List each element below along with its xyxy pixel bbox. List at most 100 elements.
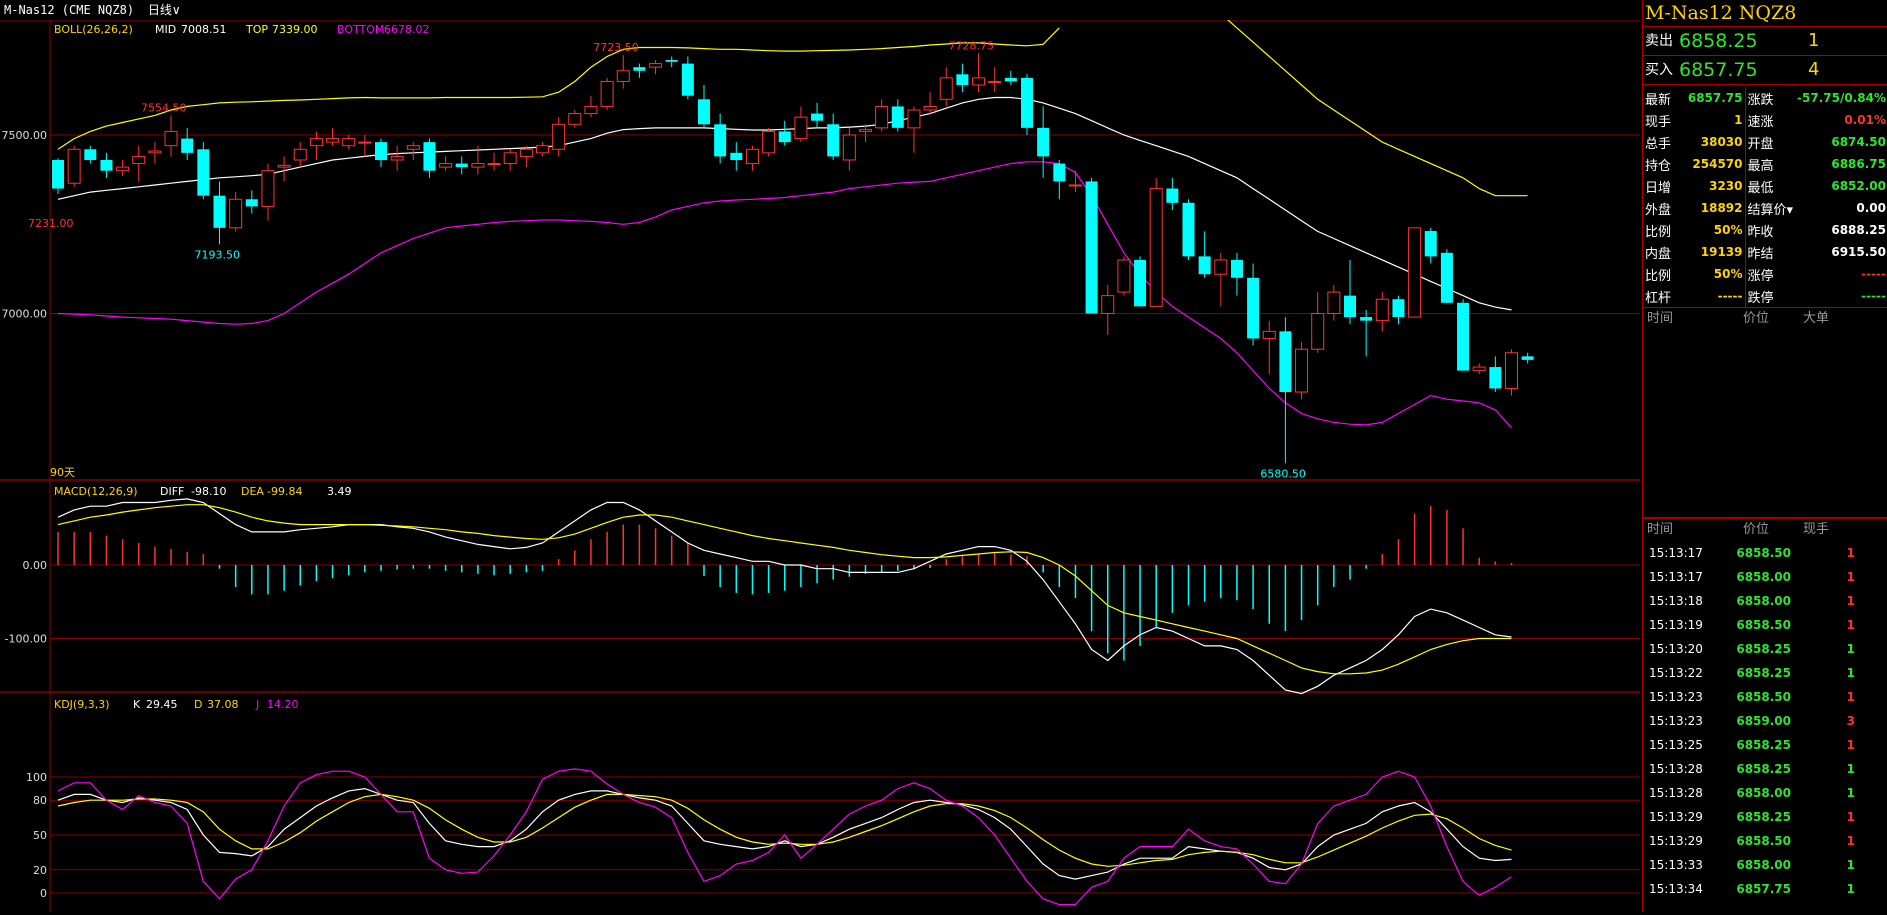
- candle-body: [245, 199, 258, 207]
- quote-value: 0.00: [1856, 201, 1886, 215]
- boll-top-line-tail: [1199, 0, 1528, 197]
- candle-body: [859, 129, 872, 132]
- tick-volume: 1: [1846, 570, 1855, 584]
- candle-body: [116, 166, 130, 172]
- candle-body: [164, 130, 178, 147]
- candle-body: [714, 124, 727, 157]
- tick-list[interactable]: 时间 价位 现手 15:13:17 6858.50 1 15:13:17 6858.00…: [1643, 518, 1887, 901]
- candle-body: [1457, 302, 1470, 371]
- candle-body: [1505, 352, 1518, 389]
- quote-row: 比例 50% 昨收 6888.25: [1643, 219, 1887, 241]
- quote-label: 速涨: [1747, 114, 1774, 130]
- kdj-j-label: J: [255, 698, 259, 711]
- tick-row[interactable]: 15:13:28 6858.00 1: [1643, 781, 1887, 805]
- kdj-k-line: [57, 787, 1512, 880]
- tick-row[interactable]: 15:13:28 6858.25 1: [1643, 757, 1887, 781]
- tick-price: 6858.00: [1736, 858, 1791, 872]
- quote-label: 杠杆: [1645, 290, 1672, 306]
- tick-row[interactable]: 15:13:20 6858.25 1: [1643, 637, 1887, 661]
- candle-body: [649, 63, 663, 68]
- quote-label: 比例: [1645, 268, 1672, 284]
- boll-top-value: 7339.00: [272, 23, 318, 36]
- tick-volume: 1: [1846, 690, 1855, 704]
- quote-value: 6886.75: [1831, 157, 1886, 171]
- quote-label: 现手: [1645, 114, 1672, 130]
- symbol-title: M-Nas12 (CME NQZ8): [4, 3, 135, 17]
- quote-row: 现手 1 速涨 0.01%: [1643, 109, 1887, 131]
- candle-body: [455, 163, 468, 168]
- candle-body: [907, 109, 921, 129]
- tick-row[interactable]: 15:13:33 6858.00 1: [1643, 853, 1887, 877]
- chart-area[interactable]: 7500.00 7000.00 0.00 -100.00 100 80 50 20 0 7554…: [0, 0, 1642, 912]
- boll-mid-value: 7008.51: [181, 23, 227, 36]
- candle-body: [229, 198, 243, 229]
- tick-row[interactable]: 15:13:17 6858.50 1: [1643, 541, 1887, 565]
- quote-separator: [1744, 263, 1746, 285]
- tick-volume-header: 现手: [1803, 522, 1830, 537]
- candle-body: [1521, 356, 1534, 360]
- candle-body: [1068, 184, 1082, 187]
- tick-time: 15:13:29: [1649, 810, 1703, 824]
- candle-body: [277, 164, 291, 168]
- candle-body: [148, 150, 162, 154]
- tick-row[interactable]: 15:13:25 6858.25 1: [1643, 733, 1887, 757]
- ask-row[interactable]: 卖出 6858.25 1: [1643, 27, 1887, 56]
- boll-top-label: TOP: [245, 23, 268, 36]
- tick-time: 15:13:34: [1649, 882, 1703, 896]
- high-price-label: 7723.50: [593, 41, 639, 54]
- high-price-label: 7554.50: [141, 102, 187, 115]
- period-selector[interactable]: 日线∨: [148, 3, 181, 17]
- bid-row[interactable]: 买入 6857.75 4: [1643, 56, 1887, 85]
- boll-indicator-name[interactable]: BOLL(26,26,2): [54, 23, 133, 36]
- quote-row: 杠杆 ----- 跌停 -----: [1643, 285, 1887, 307]
- candle-body: [536, 145, 549, 154]
- y-tick-label: 80: [33, 794, 47, 807]
- quote-row: 总手 38030 开盘 6874.50: [1643, 131, 1887, 153]
- candle-body: [1134, 259, 1147, 307]
- y-tick-label: 20: [33, 864, 47, 877]
- tick-time: 15:13:17: [1649, 546, 1703, 560]
- candlestick-chart[interactable]: 7500.00 7000.00 0.00 -100.00 100 80 50 20 0 7554…: [0, 0, 1642, 912]
- candle-body: [698, 99, 710, 125]
- tick-price: 6858.25: [1736, 642, 1791, 656]
- boll-bottom-value: 6678.02: [384, 23, 430, 36]
- tick-row[interactable]: 15:13:22 6858.25 1: [1643, 661, 1887, 685]
- candle-body: [875, 105, 889, 129]
- high-price-label: 7728.75: [949, 39, 995, 52]
- quote-value: 6874.50: [1831, 135, 1886, 149]
- tick-price: 6859.00: [1736, 714, 1791, 728]
- tick-row[interactable]: 15:13:18 6858.00 1: [1643, 589, 1887, 613]
- tick-row[interactable]: 15:13:19 6858.50 1: [1643, 613, 1887, 637]
- candle-body: [891, 106, 904, 128]
- tick-time: 15:13:33: [1649, 858, 1703, 872]
- tick-row[interactable]: 15:13:34 6857.75 1: [1643, 877, 1887, 901]
- y-tick-label: 100: [26, 771, 47, 784]
- big-order-list[interactable]: 时间 价位 大单: [1643, 307, 1887, 518]
- candle-body: [1117, 259, 1131, 293]
- tick-row[interactable]: 15:13:17 6858.00 1: [1643, 565, 1887, 589]
- tick-row[interactable]: 15:13:29 6858.50 1: [1643, 829, 1887, 853]
- candle-body: [584, 105, 598, 115]
- tick-price: 6858.25: [1736, 762, 1791, 776]
- tick-row[interactable]: 15:13:23 6859.00 3: [1643, 709, 1887, 733]
- y-tick-label: -100.00: [5, 633, 47, 646]
- candle-body: [1021, 77, 1033, 128]
- quote-row: 外盘 18892 结算价▾ 0.00: [1643, 197, 1887, 219]
- kdj-j-value: 14.20: [267, 698, 299, 711]
- tick-row[interactable]: 15:13:23 6858.50 1: [1643, 685, 1887, 709]
- quote-label: 涨跌: [1747, 92, 1774, 108]
- quote-label: 内盘: [1645, 246, 1672, 262]
- tick-price: 6858.50: [1736, 618, 1791, 632]
- big-order-time-header: 时间: [1647, 311, 1674, 326]
- kdj-panel: [57, 768, 1512, 906]
- quote-label: 跌停: [1747, 290, 1774, 306]
- quote-label: 最低: [1747, 180, 1774, 196]
- candle-body: [261, 170, 275, 207]
- candle-body: [633, 67, 646, 71]
- kdj-indicator-name[interactable]: KDJ(9,3,3): [54, 698, 110, 711]
- candle-body: [1327, 291, 1341, 314]
- macd-indicator-name[interactable]: MACD(12,26,9): [54, 485, 138, 498]
- tick-time: 15:13:28: [1649, 786, 1703, 800]
- tick-row[interactable]: 15:13:29 6858.25 1: [1643, 805, 1887, 829]
- candle-body: [600, 80, 614, 107]
